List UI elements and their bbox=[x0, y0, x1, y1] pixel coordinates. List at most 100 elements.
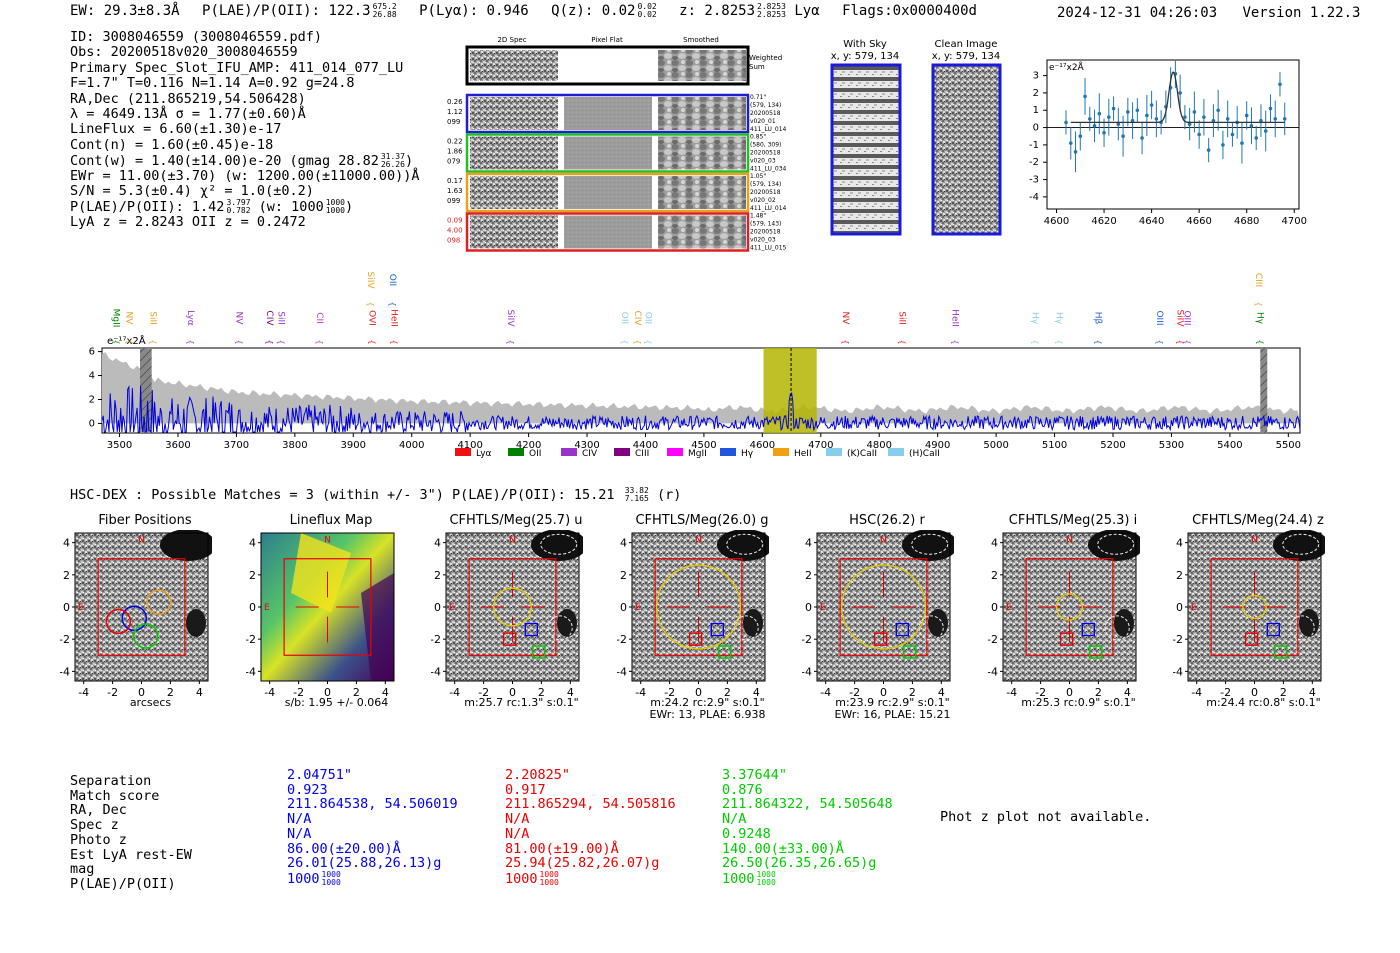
mask-region bbox=[1260, 348, 1268, 433]
svg-text:E: E bbox=[1006, 603, 1012, 613]
svg-text:N: N bbox=[1066, 536, 1073, 546]
zoom-point bbox=[1268, 94, 1273, 123]
timestamp-version: 2024-12-31 04:26:03 Version 1.22.3 bbox=[1057, 5, 1360, 21]
label-photoz: Photo z bbox=[70, 831, 127, 848]
emission-line-label: SiII { bbox=[897, 311, 907, 344]
zoom-frame bbox=[1046, 59, 1300, 210]
zoom-ytick-label: 0 bbox=[1033, 123, 1039, 134]
svg-text:2: 2 bbox=[1095, 686, 1102, 699]
spectrum-xtick-label: 4000 bbox=[399, 440, 424, 451]
svg-text:SiII: SiII bbox=[148, 311, 158, 325]
svg-text:-2: -2 bbox=[478, 686, 489, 699]
panel-caption: m:24.2 rc:2.9" s:0.1" EWr: 13, PLAE: 6.93… bbox=[625, 697, 790, 721]
svg-text:Lyα: Lyα bbox=[476, 449, 492, 459]
svg-text:-4: -4 bbox=[802, 665, 812, 678]
spectrum-xtick-label: 4800 bbox=[867, 440, 892, 451]
svg-text:4: 4 bbox=[1176, 537, 1183, 550]
spectrum-xtick-label: 4700 bbox=[808, 440, 833, 451]
svg-text:{: { bbox=[186, 339, 195, 344]
header-plae-range: 675.2 26.88 bbox=[372, 2, 397, 19]
emission-line-label: CIV { bbox=[632, 310, 642, 344]
cutout-row-meta: 1.48" bbox=[750, 213, 766, 220]
zoom-point bbox=[1092, 109, 1097, 143]
cutout-pixel-flat bbox=[564, 215, 652, 249]
candidate-value: 81.00(±19.00)Å bbox=[505, 840, 619, 857]
emission-line-label: Lyα { bbox=[185, 310, 195, 344]
cutout-2d-spec bbox=[470, 136, 558, 170]
zoom-point bbox=[1178, 74, 1182, 112]
zoom-point bbox=[1102, 118, 1106, 147]
cutout-row-num: 098 bbox=[447, 237, 460, 245]
panel-title: CFHTLS/Meg(26.0) g bbox=[635, 513, 769, 528]
svg-text:-2: -2 bbox=[664, 686, 675, 699]
photz-message: Phot z plot not available. bbox=[940, 809, 1152, 825]
cutout-smoothed bbox=[658, 176, 746, 209]
svg-text:SiII: SiII bbox=[897, 311, 907, 325]
svg-text:0: 0 bbox=[1251, 686, 1258, 699]
sky-panels: With Sky x, y: 579, 134 Clean Image x, y… bbox=[830, 39, 1002, 236]
emission-line-label: NV { bbox=[233, 312, 243, 345]
zoom-xtick-label: 4620 bbox=[1091, 216, 1116, 227]
emission-line-label: Hβ { bbox=[1092, 312, 1102, 345]
panel-title: Lineflux Map bbox=[289, 513, 373, 528]
svg-text:NV: NV bbox=[124, 312, 134, 326]
zoom-point bbox=[1263, 110, 1268, 152]
cutout-row-meta: (580, 309) bbox=[750, 142, 781, 149]
svg-text:2: 2 bbox=[434, 569, 441, 582]
svg-text:OIII: OIII bbox=[1154, 310, 1164, 325]
legend-entry: (H)CaII bbox=[888, 448, 940, 459]
cutout-row-num: 4.00 bbox=[447, 227, 463, 235]
panel-caption: m:25.7 rc:1.3" s:0.1" bbox=[439, 697, 604, 709]
panel-caption-line: m:24.4 rc:0.8" s:0.1" bbox=[1206, 696, 1321, 709]
spectrum-xtick-label: 5000 bbox=[983, 440, 1008, 451]
header-ew: EW: 29.3±8.3Å bbox=[70, 3, 180, 19]
cutout-2d-spec bbox=[470, 215, 558, 249]
svg-text:{: { bbox=[1030, 339, 1039, 344]
spectrum-xtick-label: 3500 bbox=[107, 440, 132, 451]
spectrum-xtick-label: 5200 bbox=[1100, 440, 1125, 451]
svg-text:2: 2 bbox=[249, 569, 256, 582]
cutout-row-num: 099 bbox=[447, 118, 460, 126]
svg-text:0: 0 bbox=[1066, 686, 1073, 699]
cutout-row-meta: 411_LU_015 bbox=[750, 245, 787, 252]
zoom-point bbox=[1225, 100, 1230, 138]
zoom-point bbox=[1126, 97, 1130, 127]
svg-text:0: 0 bbox=[324, 686, 331, 699]
svg-text:{: { bbox=[234, 339, 243, 344]
spectral-cutouts: 2D Spec Pixel Flat Smoothed Weighted Sum … bbox=[447, 36, 787, 252]
svg-text:{: { bbox=[506, 339, 515, 344]
panel-caption: m:25.3 rc:0.9" s:0.1" bbox=[996, 697, 1161, 709]
cutout-row-num: 1.12 bbox=[447, 108, 463, 116]
candidate-value: N/A bbox=[287, 811, 312, 828]
cutout-row-meta: 20200518 bbox=[750, 110, 781, 117]
info-fwhm: F=1.7" T=0.116 N=1.14 A=0.92 g=24.8 bbox=[70, 75, 355, 92]
svg-text:N: N bbox=[138, 536, 145, 546]
zoom-point bbox=[1154, 100, 1159, 138]
spectrum-xtick-label: 5500 bbox=[1276, 440, 1301, 451]
svg-text:{: { bbox=[643, 339, 652, 344]
svg-text:{: { bbox=[633, 339, 642, 344]
header-plya: P(Lyα): 0.946 bbox=[419, 3, 529, 19]
svg-text:{: { bbox=[1175, 339, 1184, 344]
svg-text:4: 4 bbox=[938, 686, 945, 699]
svg-text:CII: CII bbox=[314, 312, 324, 324]
info-ewr: EWr = 11.00(±3.70) (w: 1200.00(±11000.00… bbox=[70, 167, 420, 184]
svg-text:0: 0 bbox=[1176, 601, 1183, 614]
emission-line-label: NV { bbox=[840, 312, 850, 345]
cutout-pixel-flat bbox=[564, 97, 652, 130]
spectrum-xtick-label: 4600 bbox=[750, 440, 775, 451]
with-sky-xy: x, y: 579, 134 bbox=[831, 51, 900, 62]
cutout-row: 0.22 1.86 079 0.85"(580, 309)20200518v020_0… bbox=[447, 133, 787, 173]
label-separation: Separation bbox=[70, 773, 152, 789]
svg-text:4: 4 bbox=[434, 537, 441, 550]
zoom-point bbox=[1135, 98, 1140, 123]
svg-text:{: { bbox=[112, 339, 121, 344]
emission-line-label: OII { bbox=[619, 312, 629, 345]
zoom-point bbox=[1111, 96, 1116, 121]
svg-text:-2: -2 bbox=[802, 633, 812, 646]
cutout-row-meta: (579, 134) bbox=[750, 181, 781, 188]
cutout-row-meta: v020_03 bbox=[750, 158, 776, 165]
cutout-row-meta: 1.05" bbox=[750, 173, 766, 180]
spectrum-xtick-label: 4400 bbox=[633, 440, 658, 451]
cutout-row: 0.09 4.00 098 1.48"(579, 143)20200518v020_0… bbox=[447, 212, 787, 252]
